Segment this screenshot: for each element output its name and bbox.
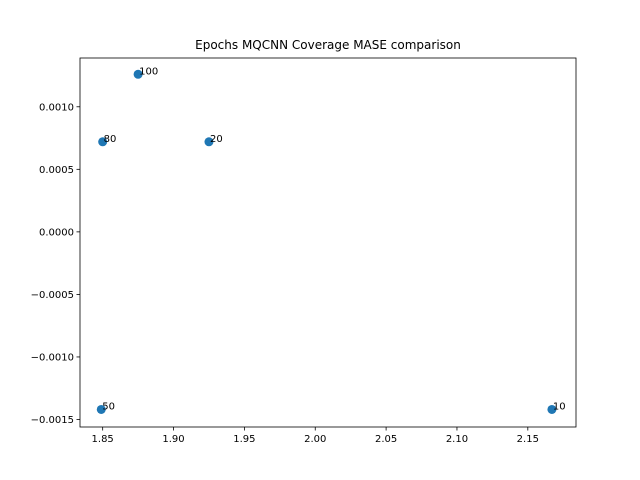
point-label: 80: [104, 134, 117, 145]
x-tick-label: 1.85: [92, 434, 114, 445]
x-tick-label: 2.05: [375, 434, 397, 445]
axes-frame: [79, 57, 577, 428]
x-tick-label: 1.90: [162, 434, 184, 445]
scatter-point: [547, 404, 557, 414]
x-tick-label: 2.10: [446, 434, 468, 445]
y-tick-label: 0.0005: [39, 165, 74, 176]
point-label: 20: [210, 134, 223, 145]
point-label: 50: [102, 401, 115, 412]
x-tick-label: 1.95: [233, 434, 255, 445]
y-tick-label: −0.0015: [31, 415, 74, 426]
x-tick-label: 2.15: [517, 434, 539, 445]
chart-title: Epochs MQCNN Coverage MASE comparison: [195, 38, 461, 52]
scatter-point: [133, 69, 143, 79]
y-tick-label: 0.0000: [39, 227, 74, 238]
scatter-point: [96, 404, 106, 414]
plot-area: 1.85 1.90 1.95 2.00 2.05 2.10 2.15 −0.0015 −0.00…: [31, 57, 577, 445]
point-label: 10: [553, 401, 566, 412]
scatter-point: [204, 137, 214, 147]
x-tick-label: 2.00: [304, 434, 326, 445]
scatter-point: [98, 137, 108, 147]
y-tick-label: −0.0010: [31, 352, 74, 363]
y-tick-label: 0.0010: [39, 102, 74, 113]
point-label: 100: [139, 66, 158, 77]
y-tick-label: −0.0005: [31, 290, 74, 301]
